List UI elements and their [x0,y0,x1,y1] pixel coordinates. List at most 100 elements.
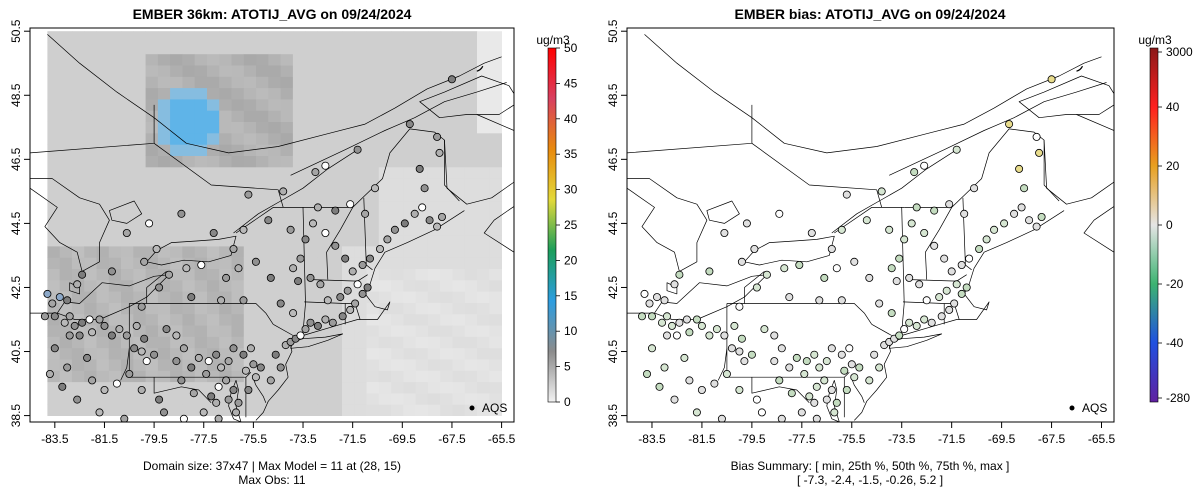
model-cell [121,404,134,416]
right-station-marker [705,331,714,340]
left-station-marker [321,161,330,170]
model-cell [133,370,146,383]
model-cell [268,212,281,224]
model-cell [342,223,355,236]
left-ytick-label-5: 48.5 [9,83,23,107]
model-cell [145,87,159,100]
model-cell [96,42,110,55]
model-cell [427,291,441,303]
model-cell [268,268,281,281]
model-cell [391,246,404,258]
right-station-marker [752,283,761,292]
model-cell [243,291,257,303]
model-cell [342,234,355,247]
model-cell [477,189,490,202]
model-cell [427,76,441,89]
model-cell [231,42,245,55]
model-cell [96,121,110,134]
model-cell [219,212,232,224]
model-cell [71,234,85,247]
model-cell [403,166,417,179]
model-cell [145,234,159,247]
model-cell [280,212,294,224]
left-station-marker [40,312,49,321]
model-cell [194,268,208,281]
right-station-marker [785,293,794,302]
model-cell [59,200,73,213]
model-cell [145,200,159,213]
model-cell [464,313,478,326]
model-cell [342,393,355,405]
model-cell [366,121,380,134]
model-cell [182,246,196,258]
model-cell [84,110,97,122]
model-cell [71,178,85,190]
model-cell [243,325,257,337]
model-cell [71,87,85,100]
atlantic-coastline [255,210,465,421]
model-cell [157,99,171,111]
model-cell [84,87,97,100]
model-cell [256,347,269,360]
model-cell [108,155,122,168]
right-station-marker [720,331,729,340]
model-cell [108,234,122,247]
left-station-marker [172,357,181,366]
model-cell [427,246,441,258]
model-cell [182,370,196,383]
model-cell [292,99,306,111]
right-station-marker [895,254,904,263]
model-cell [452,279,466,292]
model-cell [366,42,380,55]
island-mark [1076,65,1084,72]
model-cell [354,302,367,315]
model-cell [108,212,122,224]
model-cell [121,31,134,43]
model-cell [194,313,208,326]
model-cell [427,370,441,383]
right-station-marker [737,257,746,266]
model-cell [391,155,404,168]
model-cell [489,246,502,258]
model-cell [452,155,466,168]
model-cell [231,291,245,303]
model-cell [489,121,502,134]
model-cell [280,370,294,383]
model-cell [71,76,85,89]
model-cell [391,291,404,303]
model-cell [464,234,478,247]
model-cell [415,53,429,66]
model-cell [342,189,355,202]
model-cell [440,347,453,360]
model-cell [280,257,294,269]
model-cell [305,178,318,190]
model-cell [121,53,134,66]
right-station-marker [1037,212,1046,221]
model-cell [329,65,343,77]
model-cell [317,325,331,337]
model-cell [194,200,208,213]
right-station-marker [875,299,884,308]
model-cell [329,99,343,111]
model-cell [84,279,97,292]
left-station-marker [316,280,325,289]
model-cell [268,133,281,145]
left-station-marker [244,190,253,199]
model-cell [329,234,343,247]
right-station-marker [777,344,786,353]
model-cell [71,291,85,303]
left-station-marker [199,408,208,417]
right-caption-2: [ -7.3, -2.4, -1.5, -0.26, 5.2 ] [797,473,943,487]
model-cell [96,246,110,258]
right-station-marker [655,382,664,391]
model-cell [427,31,441,43]
model-cell [59,53,73,66]
model-cell [305,302,318,315]
model-cell [194,291,208,303]
model-cell [415,404,429,416]
model-cell [452,189,466,202]
model-cell [354,166,367,179]
model-cell [464,257,478,269]
model-cell [256,246,269,258]
model-cell [243,76,257,89]
